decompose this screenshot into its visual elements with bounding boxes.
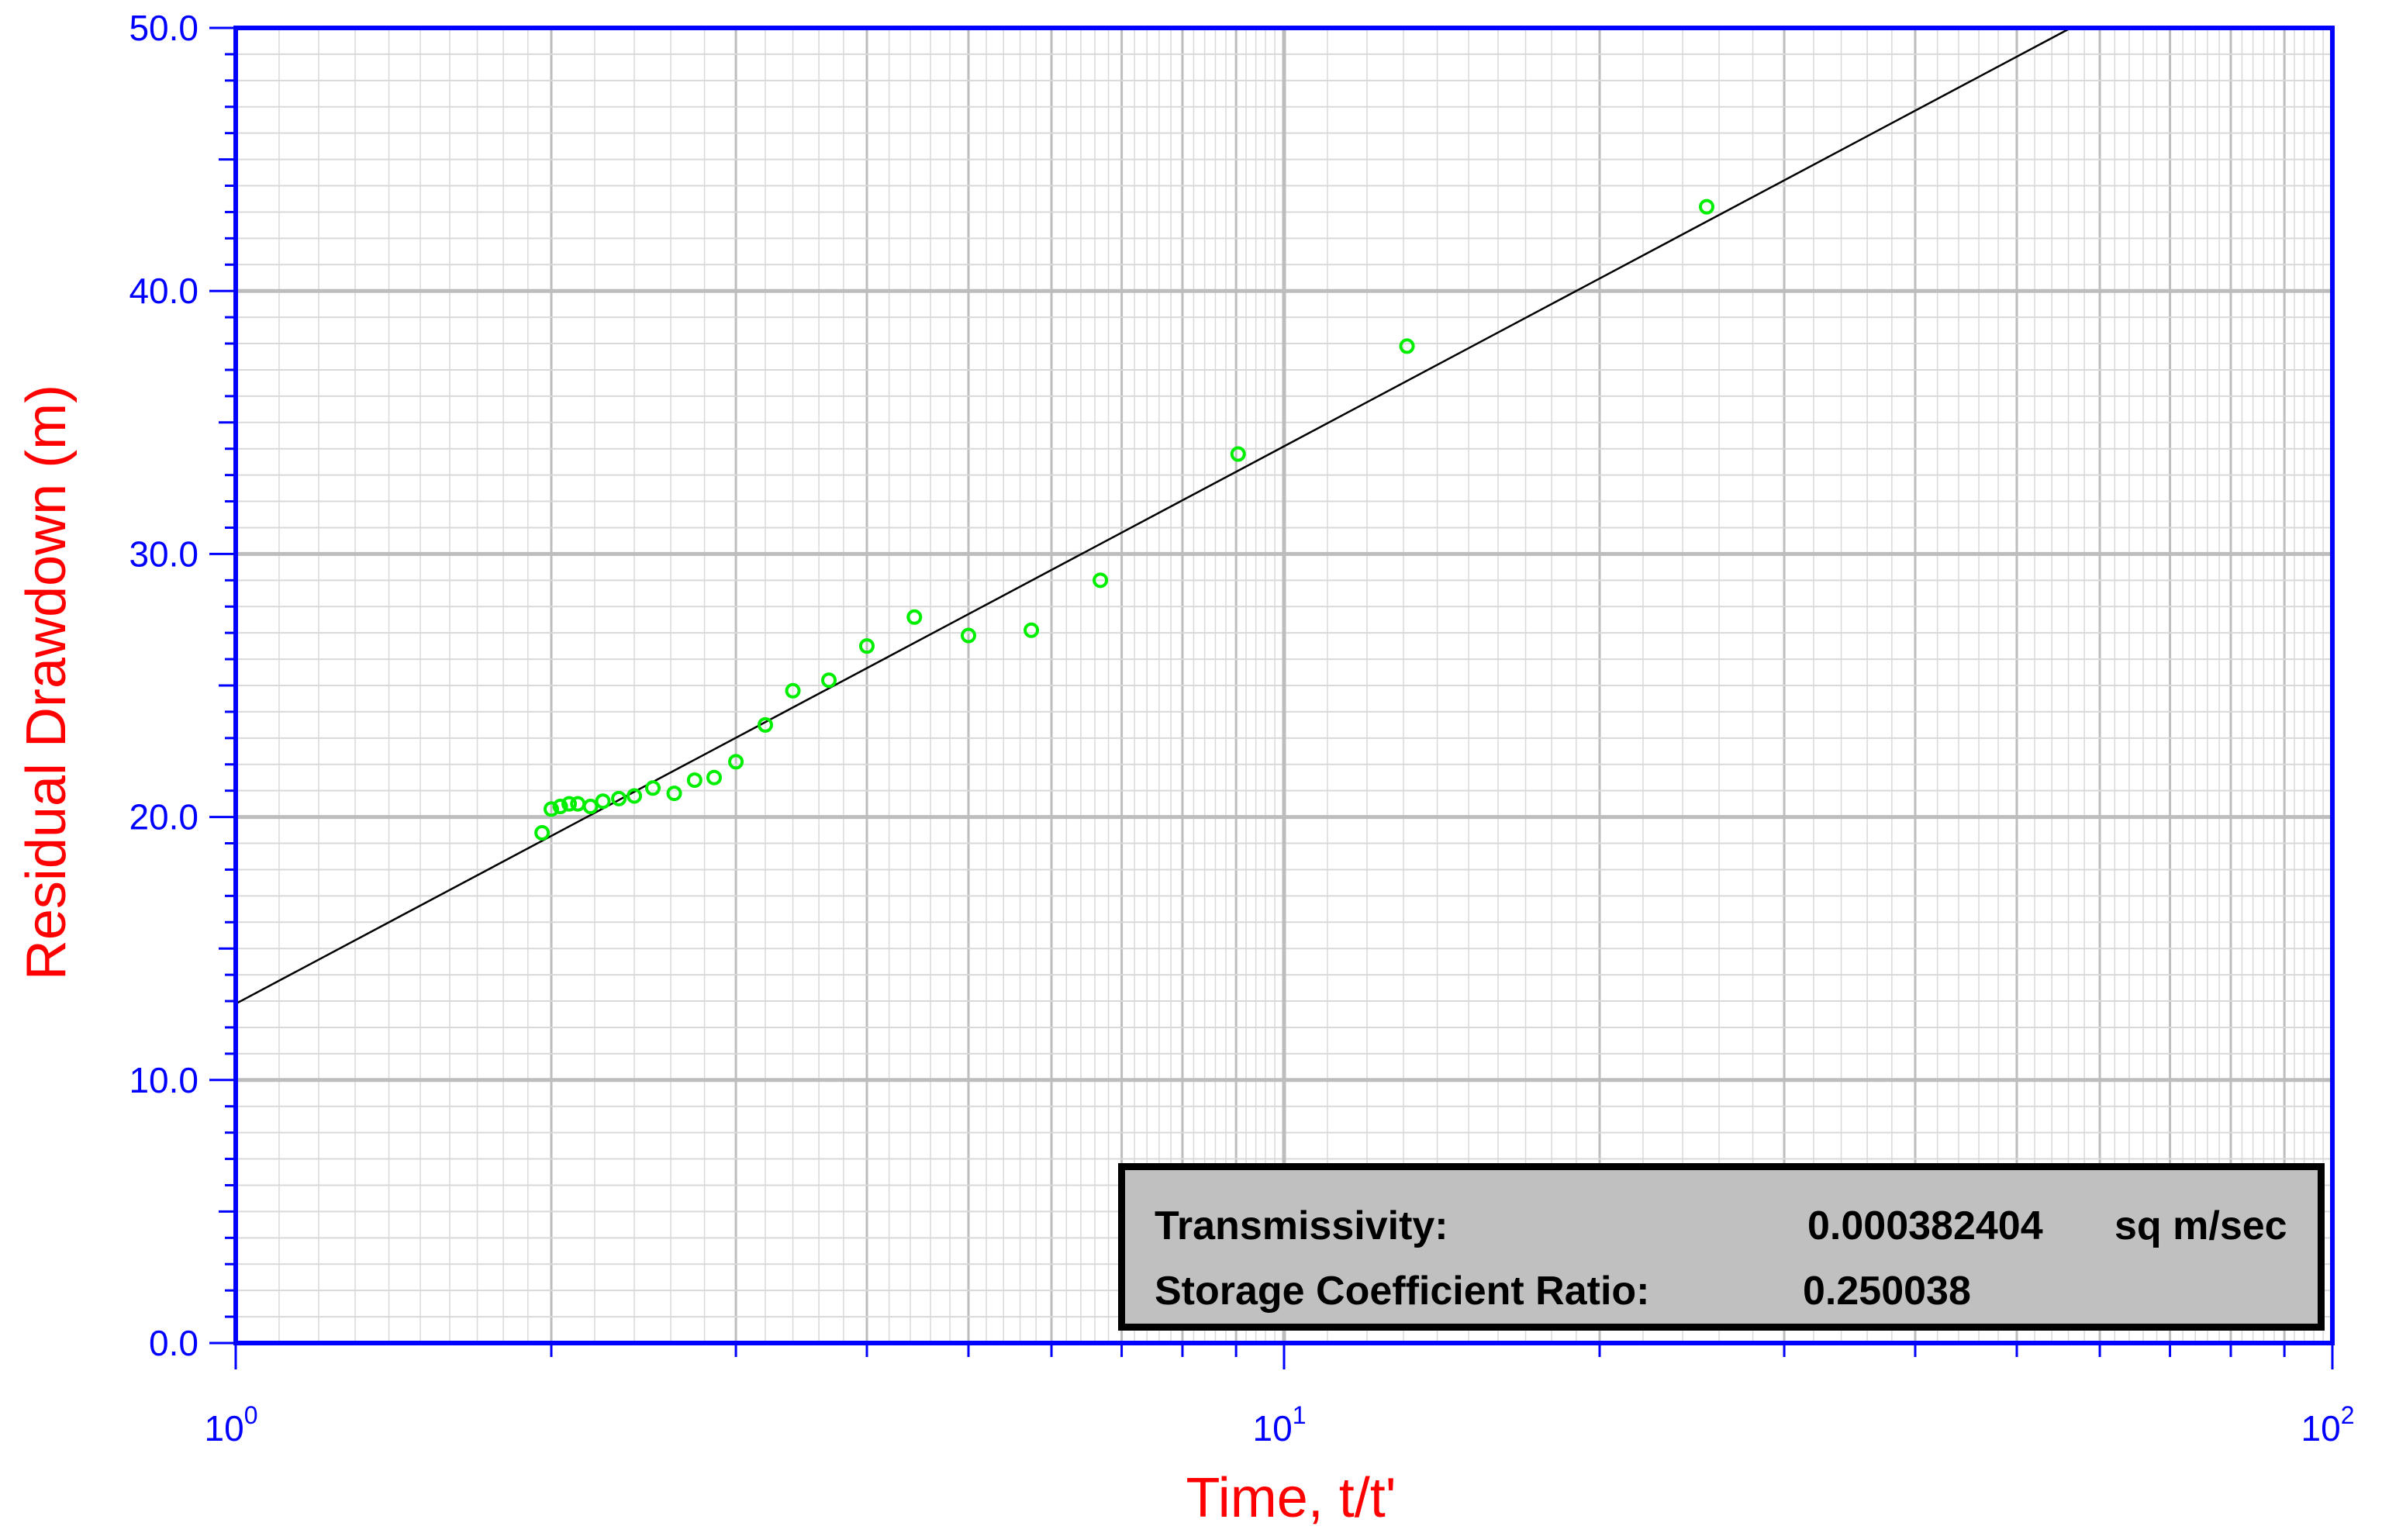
data-point: [757, 716, 773, 733]
data-point: [595, 793, 611, 810]
data-point: [627, 788, 643, 804]
data-point: [906, 609, 923, 625]
data-point: [961, 627, 977, 644]
data-point: [645, 780, 661, 796]
data-point: [821, 672, 837, 689]
results-box: Transmissivity: 0.000382404 sq m/sec Sto…: [1118, 1163, 2325, 1331]
data-point: [858, 638, 875, 654]
y-tick-label: 10.0: [129, 1060, 198, 1100]
data-point: [561, 796, 578, 812]
y-tick-label: 40.0: [129, 271, 198, 311]
transmissivity-unit: sq m/sec: [2114, 1203, 2287, 1248]
transmissivity-value: 0.000382404: [1807, 1203, 2043, 1248]
x-tick-label: 100: [205, 1401, 258, 1448]
storage-value: 0.250038: [1803, 1269, 1971, 1314]
y-tick-label: 50.0: [129, 8, 198, 48]
transmissivity-row: Transmissivity: 0.000382404 sq m/sec: [1125, 1203, 2318, 1257]
storage-row: Storage Coefficient Ratio: 0.250038: [1125, 1268, 2318, 1322]
data-point: [686, 772, 703, 789]
y-tick-label: 30.0: [129, 533, 198, 574]
x-tick-label: 101: [1253, 1401, 1307, 1448]
data-point: [666, 786, 682, 802]
transmissivity-label: Transmissivity:: [1155, 1203, 1448, 1248]
y-tick-label: 20.0: [129, 797, 198, 837]
storage-label: Storage Coefficient Ratio:: [1155, 1269, 1650, 1314]
y-tick-labels: 0.0 10.0 20.0 30.0 40.0 50.0: [129, 8, 198, 1363]
data-point: [1399, 338, 1415, 354]
data-point: [1024, 622, 1040, 638]
x-axis-label: Time, t/t': [1186, 1467, 1396, 1529]
data-point: [543, 801, 559, 817]
y-tick-label: 0.0: [149, 1323, 198, 1363]
data-point: [785, 682, 801, 699]
fit-line-group: [235, 26, 2072, 1005]
data-point: [728, 754, 744, 770]
data-point: [706, 769, 723, 786]
data-point: [1699, 199, 1715, 215]
data-point: [534, 824, 551, 841]
data-point: [1093, 572, 1109, 589]
x-tick-labels: 100 101 102: [205, 1401, 2355, 1448]
y-axis-label: Residual Drawdown (m): [16, 385, 78, 980]
axis-ticks: [209, 26, 2334, 1369]
data-points: [534, 199, 1715, 841]
data-point: [552, 799, 568, 815]
fit-line: [235, 26, 2072, 1005]
data-point: [570, 796, 586, 812]
x-tick-label: 102: [2301, 1401, 2355, 1448]
data-point: [582, 799, 599, 815]
data-point: [1230, 446, 1246, 462]
data-point: [611, 790, 627, 806]
